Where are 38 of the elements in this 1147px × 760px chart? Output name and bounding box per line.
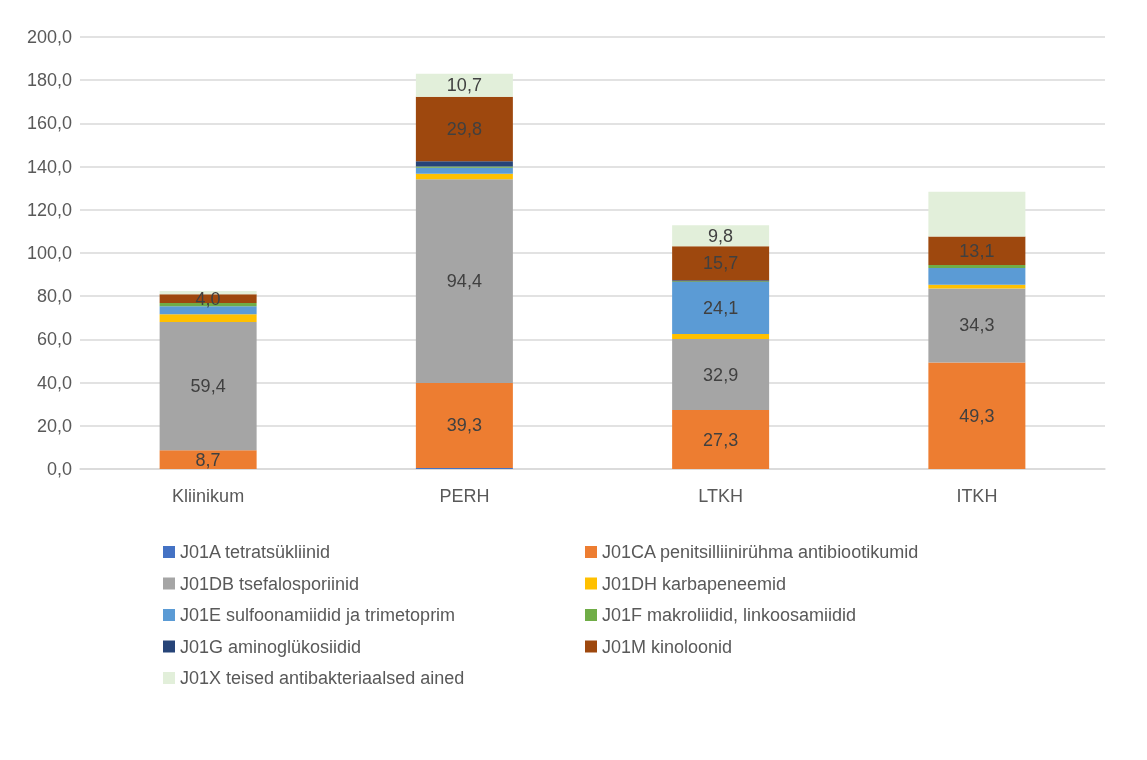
y-tick-label: 0,0 bbox=[46, 459, 72, 479]
y-tick-label: 40,0 bbox=[36, 372, 72, 393]
legend-label: J01G aminoglükosiidid bbox=[180, 636, 362, 657]
legend-label: J01M kinoloonid bbox=[602, 636, 733, 657]
data-label: 49,3 bbox=[959, 405, 995, 426]
y-tick-label: 20,0 bbox=[36, 415, 72, 436]
y-tick-label: 180,0 bbox=[26, 70, 72, 91]
data-label: 15,7 bbox=[703, 253, 739, 274]
data-label: 27,3 bbox=[703, 429, 739, 450]
y-tick-label: 60,0 bbox=[36, 329, 72, 350]
data-label: 13,1 bbox=[959, 240, 995, 261]
y-tick-label: 160,0 bbox=[26, 113, 72, 134]
y-tick-label: 200,0 bbox=[26, 27, 72, 47]
data-label: 10,7 bbox=[446, 75, 482, 96]
legend-label: J01DB tsefalosporiinid bbox=[180, 573, 360, 594]
legend-label: J01E sulfoonamiidid ja trimetoprim bbox=[180, 605, 456, 625]
data-label: 24,1 bbox=[703, 297, 739, 318]
data-label: 8,7 bbox=[195, 449, 221, 470]
legend-label: J01A tetratsükliinid bbox=[180, 542, 331, 562]
legend-label: J01F makroliidid, linkoosamiidid bbox=[602, 605, 857, 625]
data-label: 39,3 bbox=[446, 415, 482, 436]
data-label: 32,9 bbox=[703, 364, 739, 385]
data-label: 34,3 bbox=[959, 315, 995, 336]
data-label: 59,4 bbox=[190, 376, 226, 397]
y-tick-label: 140,0 bbox=[26, 156, 72, 177]
x-tick-label: PERH bbox=[439, 486, 490, 506]
x-tick-label: ITKH bbox=[956, 486, 998, 506]
data-label: 94,4 bbox=[446, 271, 482, 292]
y-tick-label: 120,0 bbox=[26, 199, 72, 220]
legend-label: J01X teised antibakteriaalsed ained bbox=[180, 668, 465, 688]
legend-label: J01DH karbapeneemid bbox=[602, 573, 787, 594]
x-tick-label: LTKH bbox=[698, 486, 743, 506]
y-tick-label: 100,0 bbox=[26, 243, 72, 263]
data-label: 9,8 bbox=[708, 225, 734, 246]
x-tick-label: Kliinikum bbox=[172, 486, 245, 506]
y-tick-label: 80,0 bbox=[36, 286, 72, 307]
legend-label: J01CA penitsilliinirühma antibiootikumid bbox=[602, 542, 919, 562]
data-label: 29,8 bbox=[446, 119, 482, 140]
